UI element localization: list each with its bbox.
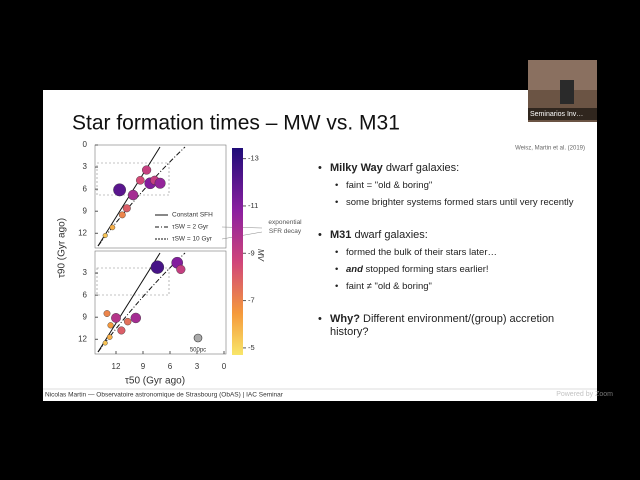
y-tick-label: 3: [83, 268, 88, 277]
galaxy-point: [118, 211, 126, 219]
colorbar-tick-label: -11: [248, 201, 258, 210]
upper-panel: [94, 144, 227, 249]
y-tick-label: 0: [83, 140, 88, 149]
y-tick-label: 3: [83, 162, 88, 171]
legend-label: τSW = 10 Gyr: [172, 236, 213, 243]
bullet: Milky Way dwarf galaxies:: [316, 162, 584, 175]
lower-panel: [94, 250, 227, 355]
galaxy-point: [176, 264, 186, 274]
x-tick-label: 12: [112, 362, 121, 371]
colorbar-tick-label: -13: [248, 154, 259, 163]
galaxy-point: [117, 326, 126, 335]
footer: Nicolas Martin — Observatoire astronomiq…: [45, 392, 284, 399]
sub-bold: and: [346, 264, 363, 275]
region-box: [96, 267, 170, 296]
colorbar: [232, 148, 243, 355]
slide: [43, 90, 597, 401]
galaxy-point: [142, 165, 152, 175]
sub-bullet: faint ≠ "old & boring": [316, 281, 584, 293]
galaxy-point: [113, 183, 127, 197]
y-tick-label: 9: [83, 312, 88, 321]
legend-label: Constant SFH: [172, 212, 213, 219]
x-tick-label: 0: [222, 362, 227, 371]
galaxy-point: [135, 176, 145, 185]
galaxy-point: [127, 189, 139, 201]
galaxy-point: [107, 322, 114, 329]
y-tick-label: 6: [83, 184, 88, 193]
galaxy-point: [109, 224, 116, 231]
video-label-bg: [528, 108, 597, 120]
galaxy-point: [122, 204, 131, 213]
galaxy-point: [102, 232, 108, 238]
galaxy-point: [106, 334, 113, 340]
colorbar-label: MV: [256, 249, 265, 262]
slide-title: Star formation times – MW vs. M31: [72, 112, 400, 135]
x-tick-label: 6: [168, 362, 173, 371]
y-tick-label: 6: [83, 290, 88, 299]
y-tick-label: 9: [83, 206, 88, 215]
video-label: Seminarios Inv…: [530, 111, 583, 118]
y-axis-label: τ90 (Gyr ago): [57, 218, 68, 278]
galaxy-point: [102, 340, 108, 346]
bullet: Why? Different environment/(group) accre…: [316, 313, 584, 339]
sub-bullet: faint = "old & boring": [316, 180, 584, 192]
scale-marker: [193, 333, 203, 343]
sub-bullet: and stopped forming stars earlier!: [316, 264, 584, 276]
galaxy-point: [130, 312, 142, 324]
y-tick-label: 12: [78, 228, 87, 237]
galaxy-point: [111, 313, 121, 323]
watermark: Powered by Zoom: [556, 391, 613, 398]
galaxy-point: [103, 310, 111, 317]
galaxy-point: [150, 260, 165, 274]
x-axis-label: τ50 (Gyr ago): [125, 376, 185, 387]
citation: Weisz, Martin et al. (2019): [515, 146, 585, 152]
bullet-bold: Milky Way: [330, 162, 383, 174]
bullet-text: dwarf galaxies:: [382, 162, 460, 174]
x-tick-label: 9: [141, 362, 146, 371]
bullet-text: dwarf galaxies:: [351, 229, 428, 241]
bullet-bold: Why?: [330, 313, 360, 325]
bullet-bold: M31: [330, 229, 352, 241]
bullet-list: Milky Way dwarf galaxies: faint = "old & …: [316, 162, 584, 344]
sub-bullet: formed the bulk of their stars later…: [316, 247, 584, 259]
sub-text: formed the bulk of their stars later…: [346, 247, 498, 258]
colorbar-tick-label: -9: [248, 248, 255, 257]
bullet-text: Different environment/(group) accretion …: [330, 313, 555, 338]
bullet: M31 dwarf galaxies:: [316, 229, 584, 242]
galaxy-point: [154, 177, 166, 189]
video-person: [560, 80, 574, 104]
legend-label: τSW = 2 Gyr: [172, 224, 209, 231]
colorbar-tick-label: -7: [248, 296, 255, 305]
sub-text: faint ≠ "old & boring": [346, 281, 432, 292]
sub-text: faint = "old & boring": [346, 180, 433, 191]
annotation: exponential SFR decay: [268, 219, 302, 235]
x-tick-label: 3: [195, 362, 200, 371]
sub-text: some brighter systems formed stars until…: [346, 197, 574, 208]
sub-bullet: some brighter systems formed stars until…: [316, 197, 584, 209]
galaxy-point: [123, 317, 132, 326]
sub-text: stopped forming stars earlier!: [362, 264, 489, 275]
y-tick-label: 12: [78, 334, 87, 343]
model-line: [97, 146, 186, 247]
colorbar-tick-label: -5: [248, 343, 255, 352]
scale-label: 500pc: [190, 348, 206, 354]
